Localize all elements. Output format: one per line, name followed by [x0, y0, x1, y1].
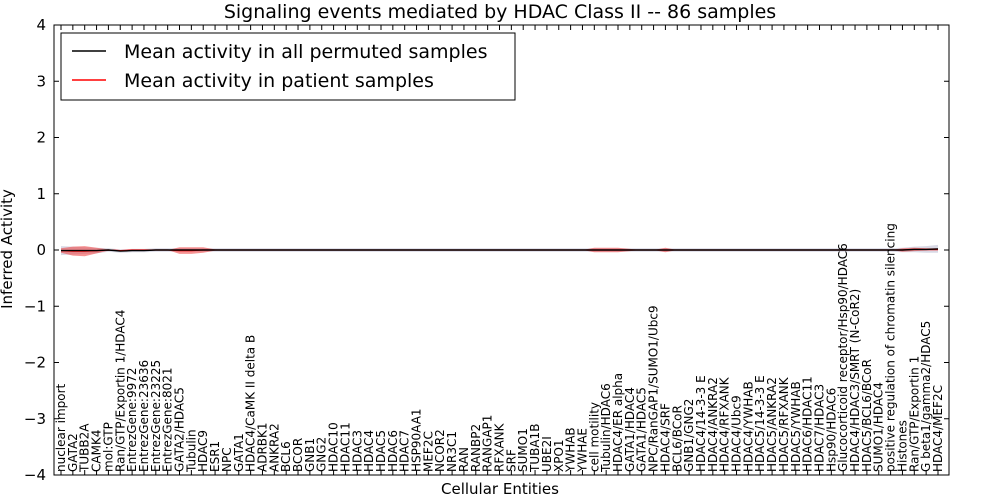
category-label: Tubulin/HDAC6 — [599, 383, 613, 473]
category-label: BCL6 — [279, 441, 293, 472]
category-label: GATA1 — [232, 433, 246, 472]
category-label: Tubulin — [184, 429, 198, 473]
category-label: EntrezGene:23225 — [149, 360, 163, 472]
category-label: HDAC4/RFXANK — [718, 376, 732, 472]
category-label: YWHAE — [576, 428, 590, 473]
category-label: NPC/RanGAP1/SUMO1/Ubc9 — [647, 305, 661, 472]
category-label: HDAC4/YWHAB — [741, 381, 755, 472]
category-label: XPO1 — [552, 439, 566, 472]
category-label: SUMO1/HDAC4 — [872, 382, 886, 472]
category-label: HDAC5/14-3-3 E — [753, 375, 767, 472]
category-label: NCOR2 — [433, 429, 447, 472]
category-label: Ran/GTP/Exportin 1 — [907, 356, 921, 472]
category-label: ESR1 — [208, 441, 222, 472]
axes: 4 3 2 1 0 −1 −2 −3 −4 — [24, 16, 950, 484]
category-label: HDAC4/Ubc9 — [730, 395, 744, 472]
category-label: BCL6/BCoR — [670, 405, 684, 472]
y-tick-label: −3 — [24, 410, 46, 428]
y-tick-label: 4 — [36, 16, 46, 34]
category-label: HDAC4/HDAC3/SMRT (N-CoR2) — [848, 289, 862, 472]
category-label: TUBB2A — [78, 423, 92, 473]
category-label: HDAC4/ANKRA2 — [706, 377, 720, 472]
category-label: HDAC4/ER alpha — [611, 373, 625, 472]
category-label: RANGAP1 — [481, 415, 495, 472]
category-label: HDAC3 — [350, 430, 364, 472]
category-label: GNG2 — [315, 437, 329, 472]
category-label: HDAC4/CaMK II delta B — [244, 335, 258, 472]
category-label: MEF2C — [421, 431, 435, 472]
category-label: mol:GTP — [101, 422, 115, 472]
category-label: GATA1/HDAC5 — [635, 387, 649, 472]
category-label: SUMO1 — [516, 428, 530, 472]
y-tick-label: 0 — [36, 241, 46, 259]
category-label: GATA2/HDAC5 — [173, 387, 187, 472]
category-label: Histones — [895, 420, 909, 472]
category-label: SRF — [504, 449, 518, 472]
category-label: HDAC6/HDAC11 — [801, 376, 815, 472]
category-label: GATA1/HDAC4 — [623, 387, 637, 472]
category-label: GATA2 — [66, 433, 80, 472]
category-label: Ran/GTP/Exportin 1/HDAC4 — [113, 310, 127, 472]
legend-box — [60, 32, 516, 101]
category-label: HDAC4/14-3-3 E — [694, 375, 708, 472]
category-label: BCOR — [291, 438, 305, 472]
category-label: ANKRA2 — [267, 423, 281, 472]
y-tick-label: 2 — [36, 129, 46, 147]
category-label: HDAC11 — [338, 422, 352, 472]
legend: Mean activity in all permuted samples Mea… — [60, 32, 516, 101]
category-label: HDAC5/YWHAB — [789, 381, 803, 472]
category-label: positive regulation of chromatin silenci… — [884, 223, 898, 472]
y-tick-label: 3 — [36, 72, 46, 90]
series-lines — [60, 248, 939, 252]
category-label: EntrezGene:9972 — [125, 368, 139, 473]
y-tick-label: −1 — [24, 297, 46, 315]
category-label: HSP90AA1 — [410, 408, 424, 472]
category-label: HDAC5/ANKRA2 — [765, 377, 779, 472]
category-label: TUBA1B — [528, 424, 542, 473]
category-label: HDAC4/MEF2C — [931, 385, 945, 472]
category-label: HDAC4 — [362, 430, 376, 472]
category-label: GNB1 — [303, 438, 317, 472]
category-label: NPC — [220, 447, 234, 472]
category-label: UBE2I — [540, 436, 554, 472]
y-tick-label: −2 — [24, 354, 46, 372]
category-label: HDAC7 — [398, 430, 412, 472]
category-label: GNB1/GNG2 — [682, 399, 696, 472]
category-label: HDAC5 — [374, 430, 388, 472]
category-label: NR3C1 — [445, 431, 459, 472]
y-tick-label: −4 — [24, 466, 46, 484]
x-axis-label: Cellular Entities — [441, 480, 559, 498]
category-label: HDAC5/RFXANK — [777, 376, 791, 472]
category-label: Glucocorticoid receptor/Hsp90/HDAC6 — [836, 243, 850, 472]
category-label: RFXANK — [493, 422, 507, 472]
category-label: G beta1/gamma2/HDAC5 — [919, 321, 933, 472]
category-label: cell motility — [587, 402, 601, 472]
category-label: CAMK4 — [90, 430, 104, 472]
category-label: HDAC5/BCL6/BCoR — [860, 359, 874, 472]
category-labels: nuclear importGATA2TUBB2ACAMK4mol:GTPRan… — [54, 25, 945, 475]
category-label: HDAC10 — [327, 422, 341, 472]
category-label: HDAC9 — [196, 430, 210, 472]
category-label: nuclear import — [54, 383, 68, 472]
legend-label: Mean activity in all permuted samples — [124, 41, 487, 63]
category-label: EntrezGene:23636 — [137, 360, 151, 472]
category-label: Hsp90/HDAC6 — [824, 388, 838, 472]
category-label: HDAC4/SRF — [658, 403, 672, 472]
category-label: EntrezGene:8021 — [161, 368, 175, 473]
series-line-permuted — [61, 248, 939, 252]
category-label: RANBP2 — [469, 424, 483, 472]
category-label: HDAC6 — [386, 430, 400, 472]
chart-title: Signaling events mediated by HDAC Class … — [224, 1, 776, 23]
category-label: ADRBK1 — [256, 422, 270, 472]
y-axis-label: Inferred Activity — [0, 189, 16, 309]
legend-label: Mean activity in patient samples — [124, 70, 434, 92]
category-label: YWHAB — [564, 427, 578, 473]
y-tick-label: 1 — [36, 185, 46, 203]
category-label: RAN — [457, 447, 471, 472]
category-label: HDAC7/HDAC3 — [813, 384, 827, 472]
